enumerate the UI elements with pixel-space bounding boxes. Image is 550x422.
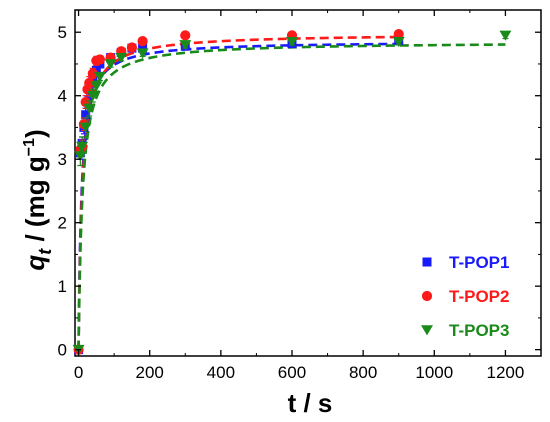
x-tick-label: 400: [207, 363, 235, 382]
data-point: [93, 71, 106, 83]
data-point: [86, 90, 99, 102]
legend-marker-t-pop2: [421, 290, 433, 302]
y-tick-label: 3: [58, 150, 67, 169]
legend: T-POP1 T-POP2 T-POP3: [421, 253, 509, 340]
x-tick-label: 1200: [487, 363, 525, 382]
y-axis-variable: q: [20, 255, 50, 271]
data-point: [87, 68, 98, 79]
fit-curve-t-pop3: [77, 43, 506, 350]
data-point: [81, 110, 91, 120]
axis-ticks: 0 200 400 600 800 1000 1200 0 1 2 3 4 5: [58, 10, 541, 382]
data-markers: [72, 29, 512, 356]
y-axis-unit: / (mg g: [20, 156, 50, 248]
data-point: [90, 81, 103, 92]
x-tick-label: 200: [136, 363, 164, 382]
y-tick-label: 5: [58, 23, 67, 42]
data-point: [83, 103, 96, 114]
plot-border: [74, 9, 542, 357]
legend-marker-t-pop3: [421, 325, 433, 336]
data-point: [179, 40, 192, 51]
x-tick-label: 0: [74, 363, 83, 382]
x-tick-label: 600: [278, 363, 306, 382]
data-point: [180, 30, 191, 41]
legend-label-t-pop1: T-POP1: [449, 253, 509, 272]
series-t-pop2: [73, 29, 404, 355]
fit-curves: [77, 35, 506, 350]
y-axis-subscript: t: [35, 248, 55, 255]
data-point: [136, 48, 149, 59]
legend-label-t-pop3: T-POP3: [449, 321, 509, 340]
data-point: [104, 59, 117, 70]
y-tick-label: 0: [58, 341, 67, 360]
data-point: [138, 43, 148, 53]
x-axis-title: t / s: [288, 388, 333, 418]
plot-frame: [74, 9, 542, 357]
legend-marker-t-pop1: [422, 257, 432, 267]
data-point: [499, 30, 512, 41]
y-tick-label: 1: [58, 277, 67, 296]
data-point: [137, 36, 148, 47]
data-point: [285, 36, 298, 48]
data-point: [126, 42, 138, 53]
data-point: [94, 54, 106, 65]
data-point: [76, 141, 89, 152]
fit-curve-t-pop1: [77, 42, 399, 350]
y-tick-label: 2: [58, 214, 67, 233]
y-axis-title: qt / (mg g−1): [20, 129, 55, 270]
series-t-pop3: [72, 30, 512, 356]
y-tick-label: 4: [58, 87, 67, 106]
x-tick-label: 800: [349, 363, 377, 382]
data-point: [393, 29, 404, 40]
legend-label-t-pop2: T-POP2: [449, 287, 509, 306]
data-point: [84, 77, 95, 89]
fit-curve-t-pop2: [77, 35, 399, 350]
data-point: [392, 36, 405, 48]
data-point: [79, 122, 92, 133]
data-point: [115, 52, 128, 64]
y-axis-close: ): [20, 129, 50, 138]
series-t-pop1: [74, 35, 404, 355]
y-axis-exponent: −1: [21, 138, 38, 156]
x-tick-label: 1000: [415, 363, 453, 382]
